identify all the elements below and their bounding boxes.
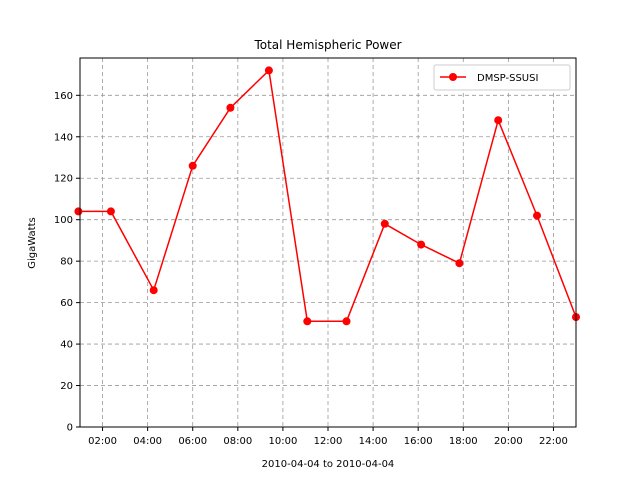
data-point: [74, 207, 83, 216]
x-axis-label: 2010-04-04 to 2010-04-04: [262, 459, 395, 470]
axes-frame: [79, 57, 577, 428]
legend: DMSP-SSUSI: [433, 64, 571, 91]
x-tick-label: 08:00: [223, 436, 252, 447]
x-tick-label: 18:00: [449, 436, 478, 447]
y-axis-ticks: 0 20 40 60 80 100 120 140 160: [54, 91, 80, 434]
x-tick-label: 22:00: [539, 436, 568, 447]
x-tick-label: 14:00: [359, 436, 388, 447]
x-tick-label: 02:00: [88, 436, 117, 447]
y-tick-label: 80: [60, 257, 73, 268]
x-axis-ticks: 02:00 04:00 06:00 08:00 10:00 12:00 14:00 16:00…: [88, 427, 568, 447]
y-tick-label: 160: [54, 91, 73, 102]
x-tick-label: 10:00: [268, 436, 297, 447]
data-point: [188, 161, 197, 170]
legend-box: [433, 64, 571, 91]
legend-marker-sample: [449, 73, 457, 81]
x-tick-label: 04:00: [133, 436, 162, 447]
data-point: [106, 207, 115, 216]
data-point: [149, 286, 158, 295]
y-tick-label: 140: [54, 132, 73, 143]
data-point: [342, 317, 351, 326]
x-tick-label: 20:00: [494, 436, 523, 447]
x-tick-label: 06:00: [178, 436, 207, 447]
data-point: [533, 211, 541, 220]
x-tick-label: 16:00: [404, 436, 433, 447]
data-point: [380, 219, 389, 228]
data-point: [226, 103, 235, 112]
y-tick-label: 0: [67, 423, 73, 434]
y-axis-label: GigaWatts: [27, 217, 38, 268]
y-tick-label: 100: [54, 215, 73, 226]
y-tick-label: 60: [60, 298, 73, 309]
series-line: [78, 69, 577, 323]
data-point: [494, 116, 503, 125]
data-point: [455, 259, 464, 268]
data-point: [303, 317, 312, 326]
data-point: [417, 240, 426, 249]
legend-label: DMSP-SSUSI: [477, 73, 538, 84]
data-point: [264, 66, 273, 75]
x-tick-label: 12:00: [314, 436, 343, 447]
y-tick-label: 120: [54, 174, 73, 185]
series-layer: [74, 66, 580, 326]
y-tick-label: 20: [60, 381, 73, 392]
y-tick-label: 40: [60, 340, 73, 351]
chart-title: Total Hemispheric Power: [253, 38, 401, 52]
